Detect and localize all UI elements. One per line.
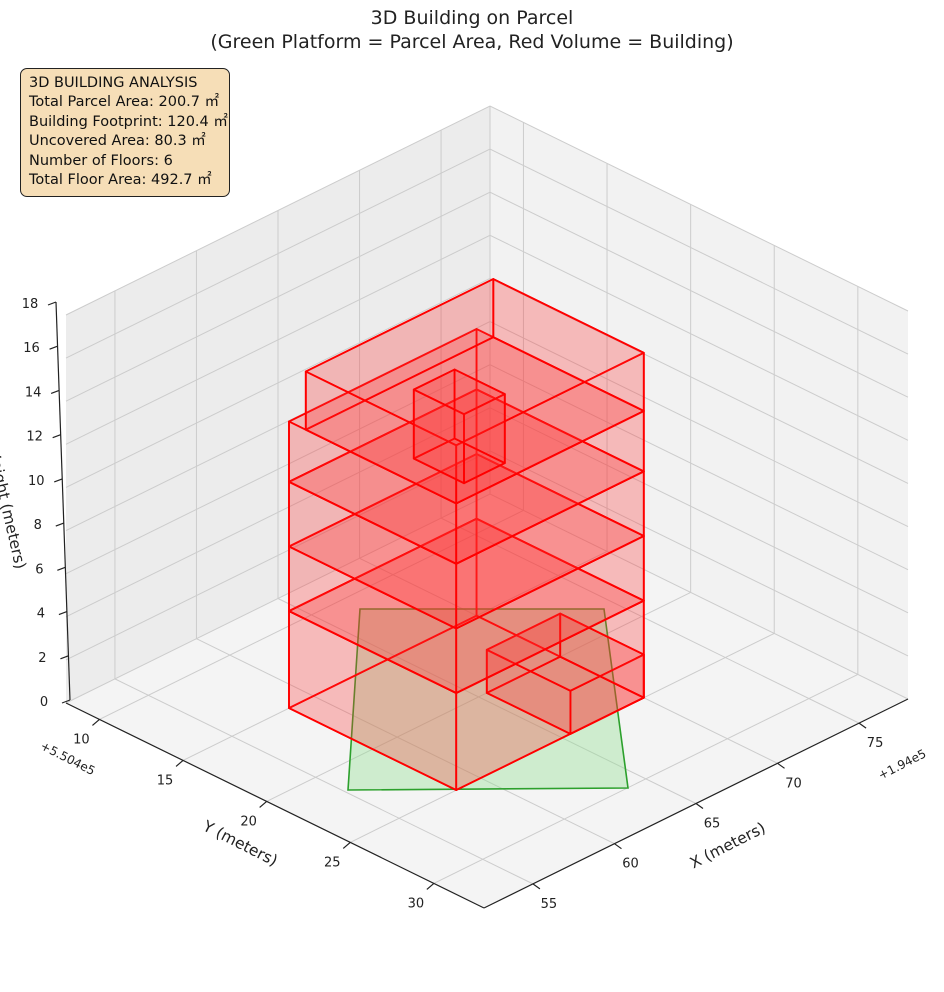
z-tick-mark: [61, 699, 71, 704]
z-tick-label: 12: [26, 430, 43, 445]
gridline-x-floor: [196, 638, 615, 845]
y-tick-mark: [92, 718, 100, 726]
y-tick-label: 30: [408, 896, 425, 911]
chart-title: 3D Building on Parcel (Green Platform = …: [0, 6, 944, 54]
x-axis-offset: +1.94e5: [876, 746, 929, 782]
building-block-6-face: [453, 368, 506, 465]
z-tick-mark: [60, 655, 69, 660]
z-tick-mark: [58, 610, 68, 616]
gridline-x-floor: [440, 517, 860, 724]
z-tick-mark: [52, 434, 61, 439]
y-tick-label: 20: [240, 814, 257, 829]
building-block-1-face: [559, 612, 645, 699]
z-tick-mark: [57, 566, 66, 571]
z-tick-mark: [49, 345, 58, 350]
z-tick-label: 0: [40, 695, 48, 710]
x-tick-label: 65: [704, 817, 721, 832]
building-block-1-face: [485, 648, 572, 735]
y-tick-label: 15: [157, 773, 174, 788]
gridline-y-floor: [266, 591, 691, 802]
z-tick-mark: [50, 389, 60, 395]
subtitle-line: (Green Platform = Parcel Area, Red Volum…: [210, 31, 734, 53]
title-line: 3D Building on Parcel: [370, 7, 574, 29]
z-tick-label: 8: [34, 518, 42, 533]
x-tick-label: 70: [785, 776, 802, 791]
z-tick-label: 10: [28, 474, 45, 489]
x-tick-mark: [777, 762, 785, 769]
parcel-platform: [347, 608, 629, 791]
x-tick-mark: [614, 843, 622, 850]
analysis-info-box: 3D BUILDING ANALYSIS Total Parcel Area: …: [20, 68, 230, 198]
z-tick-mark: [55, 522, 64, 527]
gridline-y-floor: [433, 673, 859, 884]
info-line-footprint: Building Footprint: 120.4 ㎡: [29, 113, 228, 130]
z-tick-label: 4: [37, 607, 45, 622]
z-axis-line: [55, 301, 71, 701]
x-tick-mark: [695, 803, 704, 809]
x-axis-label: X (meters): [687, 819, 769, 872]
y-axis-line: [65, 702, 485, 909]
y-tick-label: 10: [73, 732, 90, 747]
y-tick-mark: [259, 800, 268, 808]
y-tick-mark: [342, 841, 351, 849]
z-tick-label: 2: [38, 651, 46, 666]
y-tick-label: 25: [324, 855, 341, 870]
x-tick-label: 60: [622, 857, 639, 872]
building-block-5-face: [492, 278, 645, 412]
y-tick-mark: [175, 759, 184, 767]
z-tick-label: 14: [25, 385, 42, 400]
info-line-floors: Number of Floors: 6: [29, 152, 173, 169]
z-axis-label: Height (meters): [0, 447, 29, 571]
info-heading: 3D BUILDING ANALYSIS: [29, 75, 198, 91]
x-tick-mark: [858, 722, 867, 729]
info-line-parcel-area: Total Parcel Area: 200.7 ㎡: [29, 94, 220, 111]
gridline-y-floor: [99, 509, 524, 720]
back-wall-x: [490, 106, 908, 699]
x-tick-label: 75: [867, 736, 884, 751]
building-block-5-face: [304, 370, 458, 505]
info-line-floor-area: Total Floor Area: 492.7 ㎡: [29, 172, 212, 189]
x-tick-mark: [532, 883, 541, 890]
z-tick-label: 18: [22, 297, 39, 312]
z-tick-mark: [54, 478, 63, 483]
z-tick-label: 6: [35, 562, 43, 577]
gridline-x-floor: [277, 598, 697, 804]
x-tick-label: 55: [541, 897, 558, 912]
gridline-x-floor: [114, 678, 534, 885]
building-block-6-face: [412, 388, 465, 485]
z-tick-label: 16: [23, 341, 40, 356]
z-tick-mark: [47, 301, 57, 306]
info-line-uncovered: Uncovered Area: 80.3 ㎡: [29, 133, 206, 150]
y-tick-mark: [426, 882, 435, 890]
